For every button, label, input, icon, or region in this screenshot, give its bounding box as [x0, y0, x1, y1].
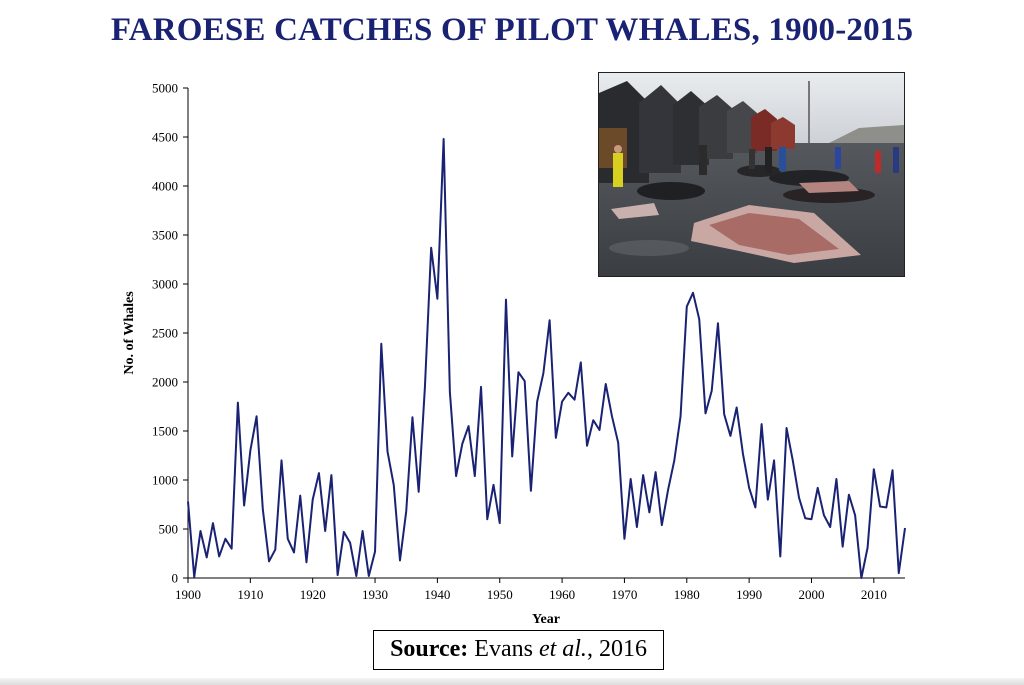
x-tick-label: 1940: [424, 587, 450, 602]
x-tick-label: 1920: [300, 587, 326, 602]
y-axis-label: No. of Whales: [122, 291, 137, 375]
y-tick-label: 2000: [152, 375, 178, 390]
source-etal: et al.: [538, 636, 587, 662]
x-tick-label: 1950: [487, 587, 513, 602]
x-tick-label: 1930: [362, 587, 388, 602]
y-tick-label: 0: [172, 571, 179, 586]
y-tick-label: 3500: [152, 228, 178, 243]
x-tick-label: 1980: [674, 587, 700, 602]
x-tick-label: 2000: [798, 587, 824, 602]
y-axis-ticks: 0 500 1000 1500 2000 2500 3000 3500 4000 4500 5000: [152, 81, 188, 586]
y-tick-label: 4500: [152, 130, 178, 145]
whale-catch-photo: [598, 72, 905, 277]
source-author: Evans: [474, 636, 533, 662]
x-axis-label: Year: [532, 612, 560, 627]
y-tick-label: 1500: [152, 424, 178, 439]
y-tick-label: 3000: [152, 277, 178, 292]
x-tick-label: 1960: [549, 587, 575, 602]
y-tick-label: 1000: [152, 473, 178, 488]
window-bottom-edge: [0, 678, 1024, 685]
source-label: Source:: [390, 636, 469, 662]
x-tick-label: 1910: [237, 587, 263, 602]
x-tick-label: 1900: [175, 587, 201, 602]
x-tick-label: 1970: [611, 587, 637, 602]
x-tick-label: 1990: [736, 587, 762, 602]
series-line: [187, 137, 906, 579]
source-citation: Source: Evans et al., 2016: [373, 630, 664, 670]
y-tick-label: 4000: [152, 179, 178, 194]
y-tick-label: 500: [159, 522, 179, 537]
chart-title: FAROESE CATCHES OF PILOT WHALES, 1900-20…: [110, 12, 914, 48]
y-tick-label: 5000: [152, 81, 178, 96]
x-axis-ticks: 1900 1910 1920 1930 1940 1950 1960 1970 1980 1990…: [175, 578, 887, 602]
y-tick-label: 2500: [152, 326, 178, 341]
source-year: , 2016: [586, 636, 647, 662]
x-tick-label: 2010: [861, 587, 887, 602]
